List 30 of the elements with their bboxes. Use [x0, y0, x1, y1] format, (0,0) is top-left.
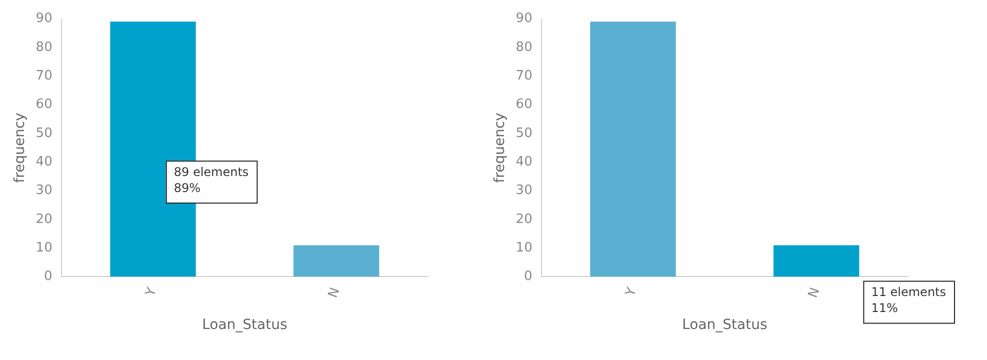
- y-tick-label: 50: [36, 126, 52, 141]
- y-axis-title: frequency: [12, 112, 28, 183]
- x-tick-label: Y: [142, 286, 160, 300]
- y-tick-label: 20: [516, 212, 532, 227]
- annotation: 89 elements 89%: [174, 164, 249, 195]
- y-tick-label: 30: [36, 183, 52, 198]
- y-tick-label: 20: [36, 212, 52, 227]
- y-tick-label: 60: [36, 97, 52, 112]
- x-tick-label: N: [326, 286, 344, 300]
- y-tick-label: 70: [516, 68, 532, 84]
- y-tick-label: 40: [516, 154, 532, 170]
- y-tick-label: 80: [36, 40, 52, 55]
- y-tick-label: 10: [36, 240, 52, 256]
- y-tick-label: 90: [516, 11, 532, 26]
- y-tick-label: 10: [516, 240, 532, 256]
- y-tick-label: 70: [36, 68, 52, 84]
- x-axis-title: Loan_Status: [202, 317, 288, 334]
- y-tick-label: 40: [36, 154, 52, 170]
- x-axis-title: Loan_Status: [682, 317, 768, 334]
- y-tick-label: 0: [524, 269, 532, 284]
- y-tick-label: 90: [36, 11, 52, 26]
- y-tick-label: 0: [44, 269, 52, 284]
- x-tick-label: Y: [622, 286, 640, 300]
- y-tick-label: 60: [516, 97, 532, 112]
- y-tick-label: 30: [516, 183, 532, 198]
- y-tick-label: 50: [516, 126, 532, 141]
- y-axis-title: frequency: [492, 112, 508, 183]
- text: 11 elements 11%: [871, 284, 946, 315]
- y-tick-label: 80: [516, 40, 532, 55]
- x-tick-label: N: [806, 286, 824, 300]
